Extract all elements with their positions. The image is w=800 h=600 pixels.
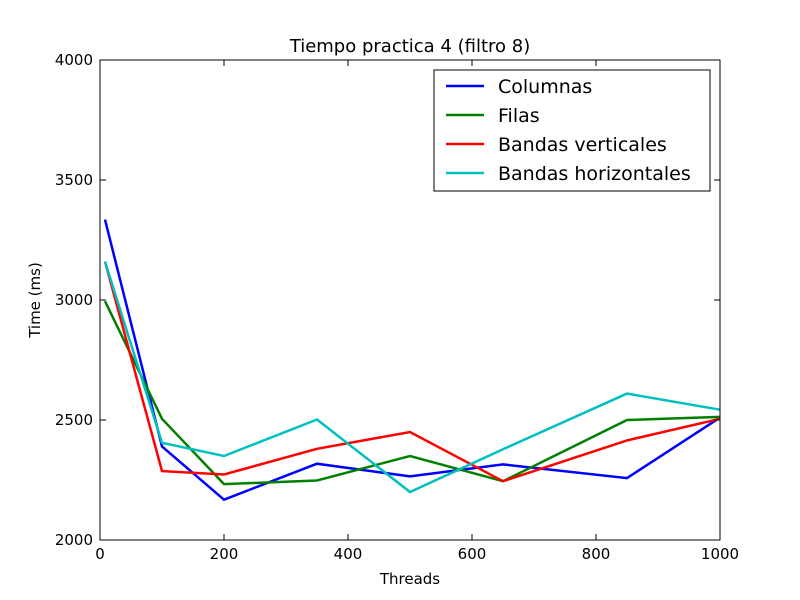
- y-tick-label: 2500: [55, 411, 93, 429]
- legend-label-3: Bandas horizontales: [498, 163, 691, 185]
- y-axis-label: Time (ms): [26, 262, 44, 339]
- series-line-0: [103, 219, 721, 502]
- y-tick-label: 3000: [55, 291, 93, 309]
- series-line-3: [103, 261, 721, 494]
- y-tick-label: 2000: [55, 531, 93, 549]
- legend-label-2: Bandas verticales: [498, 134, 667, 156]
- x-tick-label: 1000: [701, 545, 739, 563]
- legend: Columnas Filas Bandas verticales Bandas hor…: [433, 69, 711, 192]
- series-line-1: [103, 300, 721, 486]
- series-line-2: [103, 261, 721, 483]
- x-tick-label: 0: [95, 545, 105, 563]
- legend-label-0: Columnas: [498, 76, 592, 98]
- chart-title: Tiempo practica 4 (filtro 8): [289, 36, 530, 57]
- legend-frame: [433, 69, 711, 192]
- x-axis-label: Threads: [379, 570, 440, 588]
- y-tick-label: 3500: [55, 171, 93, 189]
- legend-label-1: Filas: [498, 105, 540, 127]
- axis-ticks: 0 200 400 600 800 1000 2000 2500 3000 3500 4000: [55, 51, 739, 563]
- x-tick-label: 600: [458, 545, 487, 563]
- x-tick-label: 400: [334, 545, 363, 563]
- y-tick-label: 4000: [55, 51, 93, 69]
- plot-lines: [103, 219, 721, 502]
- x-tick-label: 200: [210, 545, 239, 563]
- x-tick-label: 800: [582, 545, 611, 563]
